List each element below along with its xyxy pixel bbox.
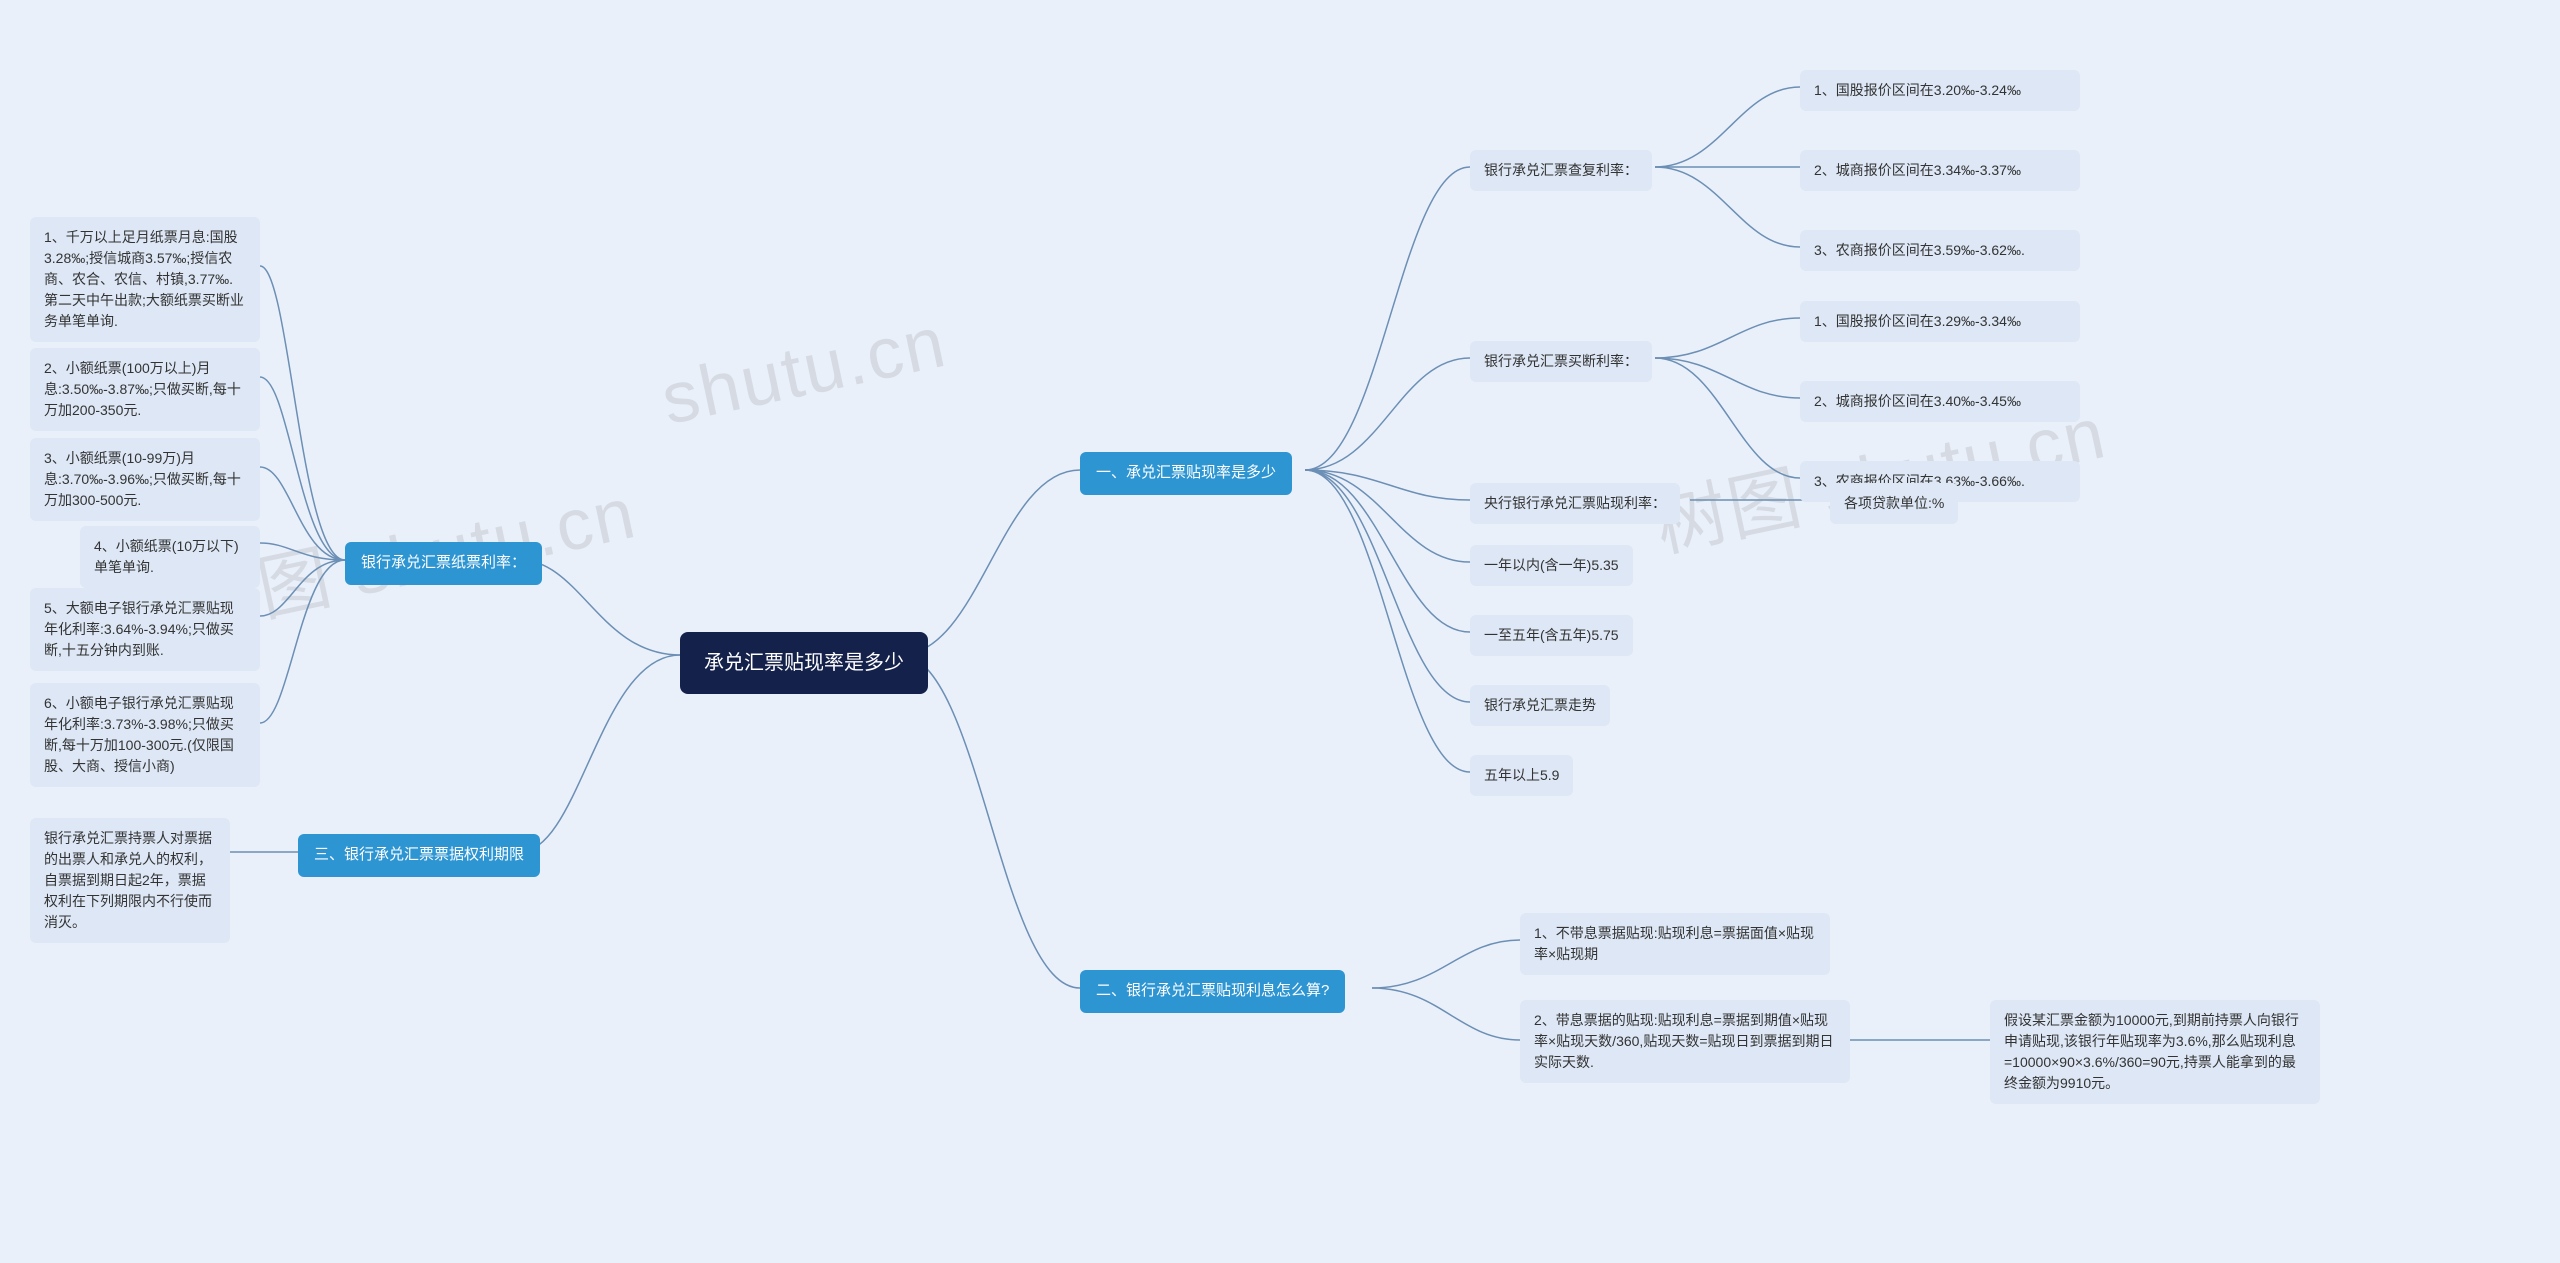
sub1-item: 3、农商报价区间在3.59‰-3.62‰. [1800, 230, 2080, 271]
section3-detail: 银行承兑汇票持票人对票据的出票人和承兑人的权利，自票据到期日起2年，票据权利在下… [30, 818, 230, 943]
sub3-title: 央行银行承兑汇票贴现利率： [1470, 483, 1680, 524]
section2-detail: 假设某汇票金额为10000元,到期前持票人向银行申请贴现,该银行年贴现率为3.6… [1990, 1000, 2320, 1104]
plain-item: 一年以内(含一年)5.35 [1470, 545, 1633, 586]
sub2-item: 1、国股报价区间在3.29‰-3.34‰ [1800, 301, 2080, 342]
section-2-title: 二、银行承兑汇票贴现利息怎么算? [1080, 970, 1345, 1013]
sub1-item: 1、国股报价区间在3.20‰-3.24‰ [1800, 70, 2080, 111]
watermark: shutu.cn [655, 301, 954, 441]
section-1-title: 一、承兑汇票贴现率是多少 [1080, 452, 1292, 495]
paper-item: 4、小额纸票(10万以下)单笔单询. [80, 526, 260, 588]
sub1-title: 银行承兑汇票查复利率： [1470, 150, 1652, 191]
paper-rate-title: 银行承兑汇票纸票利率： [345, 542, 542, 585]
section-3-title: 三、银行承兑汇票票据权利期限 [298, 834, 540, 877]
section2-item: 2、带息票据的贴现:贴现利息=票据到期值×贴现率×贴现天数/360,贴现天数=贴… [1520, 1000, 1850, 1083]
paper-item: 5、大额电子银行承兑汇票贴现年化利率:3.64%-3.94%;只做买断,十五分钟… [30, 588, 260, 671]
sub1-item: 2、城商报价区间在3.34‰-3.37‰ [1800, 150, 2080, 191]
paper-item: 2、小额纸票(100万以上)月息:3.50‰-3.87‰;只做买断,每十万加20… [30, 348, 260, 431]
sub2-item: 2、城商报价区间在3.40‰-3.45‰ [1800, 381, 2080, 422]
sub3-detail: 各项贷款单位:% [1830, 483, 1958, 524]
paper-item: 1、千万以上足月纸票月息:国股3.28‰;授信城商3.57‰;授信农商、农合、农… [30, 217, 260, 342]
section2-item: 1、不带息票据贴现:贴现利息=票据面值×贴现率×贴现期 [1520, 913, 1830, 975]
sub2-title: 银行承兑汇票买断利率： [1470, 341, 1652, 382]
plain-item: 五年以上5.9 [1470, 755, 1573, 796]
plain-item: 银行承兑汇票走势 [1470, 685, 1610, 726]
plain-item: 一至五年(含五年)5.75 [1470, 615, 1633, 656]
root-node: 承兑汇票贴现率是多少 [680, 632, 928, 694]
paper-item: 6、小额电子银行承兑汇票贴现年化利率:3.73%-3.98%;只做买断,每十万加… [30, 683, 260, 787]
paper-item: 3、小额纸票(10-99万)月息:3.70‰-3.96‰;只做买断,每十万加30… [30, 438, 260, 521]
